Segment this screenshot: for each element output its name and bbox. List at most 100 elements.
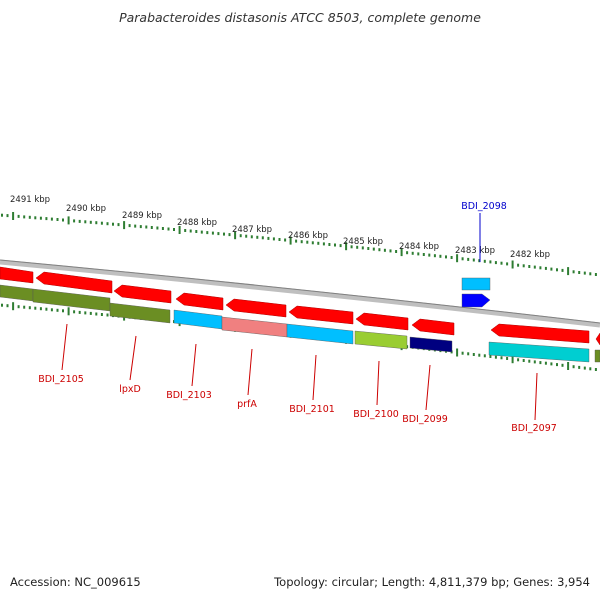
gene-block-BDI_2103[interactable] xyxy=(173,309,223,330)
tick-mark xyxy=(383,248,386,252)
tick-mark xyxy=(39,307,42,311)
tick-mark xyxy=(173,228,175,231)
tick-mark xyxy=(106,222,109,226)
gene-block-BDI_2099[interactable] xyxy=(409,336,453,353)
tick-mark xyxy=(234,231,237,240)
tick-mark xyxy=(539,266,542,270)
gene-arrow[interactable] xyxy=(490,323,590,344)
tick-mark xyxy=(145,225,148,229)
gene-label[interactable]: BDI_2103 xyxy=(166,390,212,401)
gene-block-BDI_2101[interactable] xyxy=(286,323,354,345)
scale-label: 2486 kbp xyxy=(288,231,328,241)
tick-mark xyxy=(200,230,203,234)
gene-block-partial[interactable] xyxy=(594,349,600,363)
tick-mark xyxy=(567,267,570,276)
tick-mark xyxy=(306,240,309,244)
scale-label: 2485 kbp xyxy=(343,237,383,247)
tick-mark xyxy=(289,236,292,245)
gene-label[interactable]: prfA xyxy=(237,399,257,410)
tick-mark xyxy=(123,221,126,230)
gene-arrow[interactable] xyxy=(175,292,224,311)
gene-label[interactable]: BDI_2101 xyxy=(289,404,335,415)
tick-mark xyxy=(245,234,248,238)
tick-mark xyxy=(117,223,120,227)
gene-label[interactable]: BDI_2097 xyxy=(511,423,557,434)
tick-mark xyxy=(223,232,225,236)
tick-mark xyxy=(272,237,275,241)
tick-mark xyxy=(184,229,187,232)
gene-label[interactable]: BDI_2100 xyxy=(353,409,399,420)
gene-arrow[interactable] xyxy=(595,332,600,346)
tick-mark xyxy=(522,264,525,268)
tick-mark xyxy=(23,215,26,219)
tick-mark xyxy=(556,268,558,272)
tick-mark xyxy=(489,355,492,358)
tick-mark xyxy=(489,260,492,264)
tick-mark xyxy=(533,360,536,364)
tick-mark xyxy=(433,254,436,258)
tick-mark xyxy=(178,226,181,234)
tick-mark xyxy=(128,224,131,228)
gene-arrow[interactable] xyxy=(288,305,354,325)
tick-mark xyxy=(84,220,87,224)
tick-mark xyxy=(572,270,575,274)
tick-mark xyxy=(350,245,353,249)
genome-title: Parabacteroides distasonis ATCC 8503, co… xyxy=(119,10,481,25)
tick-mark xyxy=(500,261,503,265)
gene-label[interactable]: BDI_2099 xyxy=(402,414,448,425)
tick-mark xyxy=(23,305,26,309)
tick-mark xyxy=(134,224,137,228)
tick-mark xyxy=(367,247,370,250)
gene-arrow[interactable] xyxy=(355,312,409,331)
tick-mark xyxy=(567,362,570,370)
gene-block-BDI_2105[interactable] xyxy=(32,288,111,312)
gene-arrow[interactable] xyxy=(113,284,172,304)
gene-block-lpxD[interactable] xyxy=(109,302,171,324)
tick-mark xyxy=(267,236,270,240)
gene-arrow[interactable] xyxy=(411,318,455,336)
tick-mark xyxy=(228,233,231,237)
tick-mark xyxy=(161,227,164,230)
tick-mark xyxy=(517,263,520,267)
scale-label: 2488 kbp xyxy=(177,218,217,228)
tick-mark xyxy=(561,268,564,272)
tick-mark xyxy=(422,253,425,256)
tick-mark xyxy=(578,365,581,369)
gene-block-prfA[interactable] xyxy=(221,316,288,338)
tick-mark xyxy=(578,271,581,274)
tick-mark xyxy=(89,311,92,315)
scale-label: 2487 kbp xyxy=(232,225,272,235)
tick-mark xyxy=(56,308,59,312)
tick-mark xyxy=(334,243,336,247)
gene-label[interactable]: BDI_2105 xyxy=(38,374,84,385)
gene-block-BDI_2098[interactable] xyxy=(461,277,491,291)
leader-lines xyxy=(61,213,538,421)
scale-label: 2482 kbp xyxy=(510,250,550,260)
tick-mark xyxy=(478,353,481,357)
gene-arrow[interactable] xyxy=(35,271,113,294)
tick-mark xyxy=(95,312,98,316)
tick-mark xyxy=(411,251,414,255)
gene-block-BDI_2100[interactable] xyxy=(354,330,408,350)
gene-label[interactable]: lpxD xyxy=(119,384,141,395)
tick-mark xyxy=(389,249,392,253)
tick-mark xyxy=(6,304,9,308)
tick-mark xyxy=(456,254,459,263)
gene-block-BDI_2097[interactable] xyxy=(488,341,590,363)
gene-arrow-BDI_2098[interactable] xyxy=(461,293,491,308)
gene-arrow[interactable] xyxy=(225,298,287,318)
forward-strand-genes xyxy=(0,266,600,346)
tick-mark xyxy=(572,365,575,369)
tick-mark xyxy=(467,257,470,261)
gene-block-olive[interactable] xyxy=(0,284,34,302)
tick-mark xyxy=(189,229,192,233)
tick-mark xyxy=(339,244,342,248)
tick-mark xyxy=(50,217,53,221)
gene-label[interactable]: BDI_2098 xyxy=(461,201,507,212)
tick-mark xyxy=(583,366,586,370)
tick-mark xyxy=(483,259,486,263)
tick-mark xyxy=(461,257,464,261)
gene-arrow[interactable] xyxy=(0,266,34,284)
tick-mark xyxy=(494,355,497,359)
